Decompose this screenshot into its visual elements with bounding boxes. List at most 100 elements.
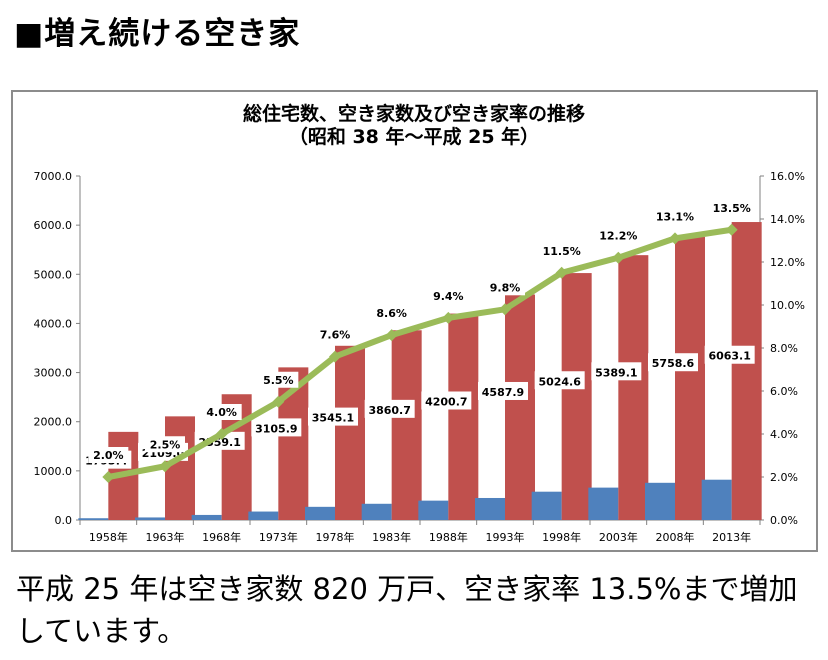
y-tick-label: 0.0	[55, 514, 73, 527]
x-tick-label: 2008年	[656, 530, 695, 544]
data-point-vacancy-rate	[612, 251, 625, 264]
y-tick-label: 7000.0	[34, 170, 73, 183]
y2-tick-label: 6.0%	[770, 385, 798, 398]
data-label-bg	[315, 326, 355, 343]
data-label-bg	[648, 353, 698, 372]
y2-tick-label: 4.0%	[770, 428, 798, 441]
bar-vacant-houses	[701, 479, 732, 520]
y-tick-label: 3000.0	[34, 367, 73, 380]
bar-vacant-houses	[588, 487, 619, 520]
data-label-bg	[541, 242, 582, 259]
bar-vacant-houses	[191, 514, 222, 520]
bar-total-houses	[618, 255, 649, 520]
data-point-vacancy-rate	[669, 232, 681, 245]
data-label-vacancy-rate: 7.6%	[320, 329, 351, 342]
data-label-bg	[655, 208, 695, 225]
data-label-bg	[711, 199, 752, 216]
bar-total-houses	[731, 222, 762, 521]
data-label-bg	[704, 345, 755, 364]
chart-frame: 総住宅数、空き家数及び空き家率の推移 （昭和 38 年～平成 25 年） 0.0…	[11, 90, 818, 552]
bar-vacant-houses	[361, 503, 392, 520]
data-label-bg	[251, 418, 302, 437]
bar-vacant-houses	[305, 506, 335, 520]
data-label-total: 3860.7	[368, 404, 410, 417]
data-label-vacancy-rate: 13.1%	[656, 210, 694, 223]
data-point-vacancy-rate	[385, 329, 398, 342]
caption-text: 平成 25 年は空き家数 820 万戸、空き家率 13.5%まで増加しています。	[16, 572, 798, 648]
data-label-bg	[308, 407, 358, 426]
x-tick-label: 1998年	[542, 530, 581, 544]
bar-total-houses	[448, 313, 479, 520]
data-label-bg	[534, 371, 585, 390]
data-label-total: 3545.1	[312, 412, 354, 425]
bar-total-houses	[505, 294, 535, 520]
data-label-vacancy-rate: 2.0%	[93, 449, 124, 462]
data-point-vacancy-rate	[499, 303, 511, 316]
data-label-bg	[258, 371, 299, 388]
data-point-vacancy-rate	[215, 428, 228, 440]
data-label-bg	[598, 227, 639, 244]
bar-total-houses	[165, 416, 195, 520]
data-label-total: 5389.1	[595, 366, 637, 379]
y-tick-label: 5000.0	[34, 268, 73, 281]
bar-total-houses	[391, 330, 422, 520]
data-label-total: 3105.9	[255, 422, 297, 435]
chart: 総住宅数、空き家数及び空き家率の推移 （昭和 38 年～平成 25 年） 0.0…	[34, 102, 805, 544]
data-point-vacancy-rate	[329, 350, 341, 363]
data-label-bg	[421, 391, 472, 410]
y2-tick-label: 10.0%	[770, 299, 805, 312]
series-line-vacancy-rate	[107, 226, 733, 480]
x-tick-label: 1958年	[89, 530, 128, 544]
y2-tick-label: 16.0%	[770, 170, 805, 183]
data-label-total: 5024.6	[538, 375, 581, 388]
y-tick-label: 4000.0	[34, 317, 73, 330]
data-label-total: 6063.1	[708, 350, 750, 363]
bar-vacant-houses	[78, 518, 109, 520]
data-point-vacancy-rate	[272, 395, 285, 408]
data-label-bg	[485, 279, 525, 296]
x-tick-label: 1988年	[429, 530, 468, 544]
x-tick-label: 1968年	[202, 530, 241, 544]
y-tick-label: 6000.0	[34, 219, 73, 232]
data-label-vacancy-rate: 8.6%	[376, 307, 407, 320]
data-label-total: 5758.6	[652, 357, 695, 370]
bar-vacant-houses	[475, 497, 505, 520]
data-label-vacancy-rate: 11.5%	[543, 245, 581, 258]
data-label-bg	[201, 404, 242, 420]
page-heading: ■増え続ける空き家	[14, 16, 301, 52]
x-tick-label: 1963年	[146, 530, 185, 544]
data-label-bg	[88, 447, 129, 463]
data-label-bg	[478, 381, 528, 400]
bar-vacant-houses	[135, 517, 165, 520]
x-tick-label: 2013年	[712, 530, 751, 544]
data-label-bg	[145, 436, 185, 453]
x-tick-label: 2003年	[599, 530, 638, 544]
data-point-vacancy-rate	[555, 266, 568, 279]
data-point-vacancy-rate	[102, 471, 115, 483]
y2-tick-label: 12.0%	[770, 256, 805, 269]
data-point-vacancy-rate	[725, 223, 738, 236]
data-label-vacancy-rate: 9.8%	[490, 281, 521, 294]
y2-tick-label: 2.0%	[770, 471, 798, 484]
data-label-vacancy-rate: 5.5%	[263, 374, 294, 387]
bar-vacant-houses	[531, 491, 562, 520]
data-point-vacancy-rate	[159, 460, 171, 473]
y2-tick-label: 14.0%	[770, 213, 805, 226]
y2-tick-label: 0.0%	[770, 514, 798, 527]
bar-vacant-houses	[418, 500, 449, 520]
data-label-bg	[591, 362, 642, 381]
data-label-total: 4200.7	[425, 395, 467, 408]
bar-vacant-houses	[248, 511, 279, 520]
x-tick-label: 1993年	[486, 530, 525, 544]
data-label-vacancy-rate: 9.4%	[433, 290, 464, 303]
x-tick-label: 1973年	[259, 530, 298, 544]
data-label-bg	[371, 305, 412, 322]
y-tick-label: 2000.0	[34, 416, 73, 429]
data-label-vacancy-rate: 13.5%	[713, 202, 751, 215]
x-tick-label: 1983年	[372, 530, 411, 544]
data-label-total: 4587.9	[482, 386, 524, 399]
data-label-bg	[364, 399, 415, 418]
chart-title: 総住宅数、空き家数及び空き家率の推移	[243, 102, 585, 125]
x-tick-label: 1978年	[316, 530, 355, 544]
data-label-vacancy-rate: 4.0%	[206, 406, 237, 419]
